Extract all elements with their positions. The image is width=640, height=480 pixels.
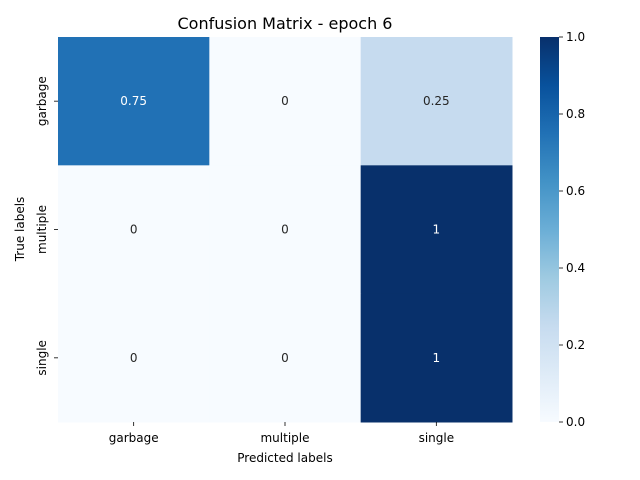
colorbar-tick-label: 0.8 <box>566 107 585 121</box>
heatmap-cells <box>58 37 513 423</box>
heatmap-cell <box>360 165 513 295</box>
cell-value-label: 0 <box>130 351 138 365</box>
x-tick-label: single <box>419 431 455 445</box>
cell-value-label: 0 <box>281 94 289 108</box>
colorbar-tick-label: 0.4 <box>566 261 585 275</box>
x-tick-label: multiple <box>260 431 309 445</box>
heatmap-cell <box>58 293 210 423</box>
cell-value-label: 0.75 <box>120 94 147 108</box>
colorbar-tick-label: 0.2 <box>566 338 585 352</box>
y-axis-label: True labels <box>13 197 27 263</box>
cell-value-label: 1 <box>433 223 441 237</box>
cell-value-label: 0 <box>281 351 289 365</box>
y-tick-label: multiple <box>35 205 49 254</box>
y-axis-ticks: garbage multiple single <box>35 76 58 376</box>
colorbar-tick-label: 1.0 <box>566 30 585 44</box>
heatmap-cell <box>58 165 210 295</box>
x-axis-label: Predicted labels <box>237 451 332 465</box>
heatmap-cell-labels: 0.75 0 0.25 0 0 1 0 0 1 <box>120 94 449 365</box>
x-tick-label: garbage <box>109 431 159 445</box>
colorbar-ticks: 0.0 0.2 0.4 0.6 0.8 1.0 <box>559 30 585 429</box>
colorbar-tick-label: 0.0 <box>566 415 585 429</box>
y-tick-label: single <box>35 340 49 376</box>
cell-value-label: 0 <box>281 223 289 237</box>
heatmap-cell <box>209 37 362 166</box>
cell-value-label: 0.25 <box>423 94 450 108</box>
heatmap-cell <box>209 293 362 423</box>
colorbar-tick-label: 0.6 <box>566 184 585 198</box>
x-axis-ticks: garbage multiple single <box>109 422 454 445</box>
heatmap-cell <box>360 37 513 166</box>
y-tick-label: garbage <box>35 76 49 126</box>
chart-title: Confusion Matrix - epoch 6 <box>178 14 393 33</box>
cell-value-label: 0 <box>130 223 138 237</box>
cell-value-label: 1 <box>433 351 441 365</box>
heatmap-cell <box>58 37 210 166</box>
colorbar <box>540 37 559 422</box>
heatmap-cell <box>360 293 513 423</box>
heatmap-cell <box>209 165 362 295</box>
